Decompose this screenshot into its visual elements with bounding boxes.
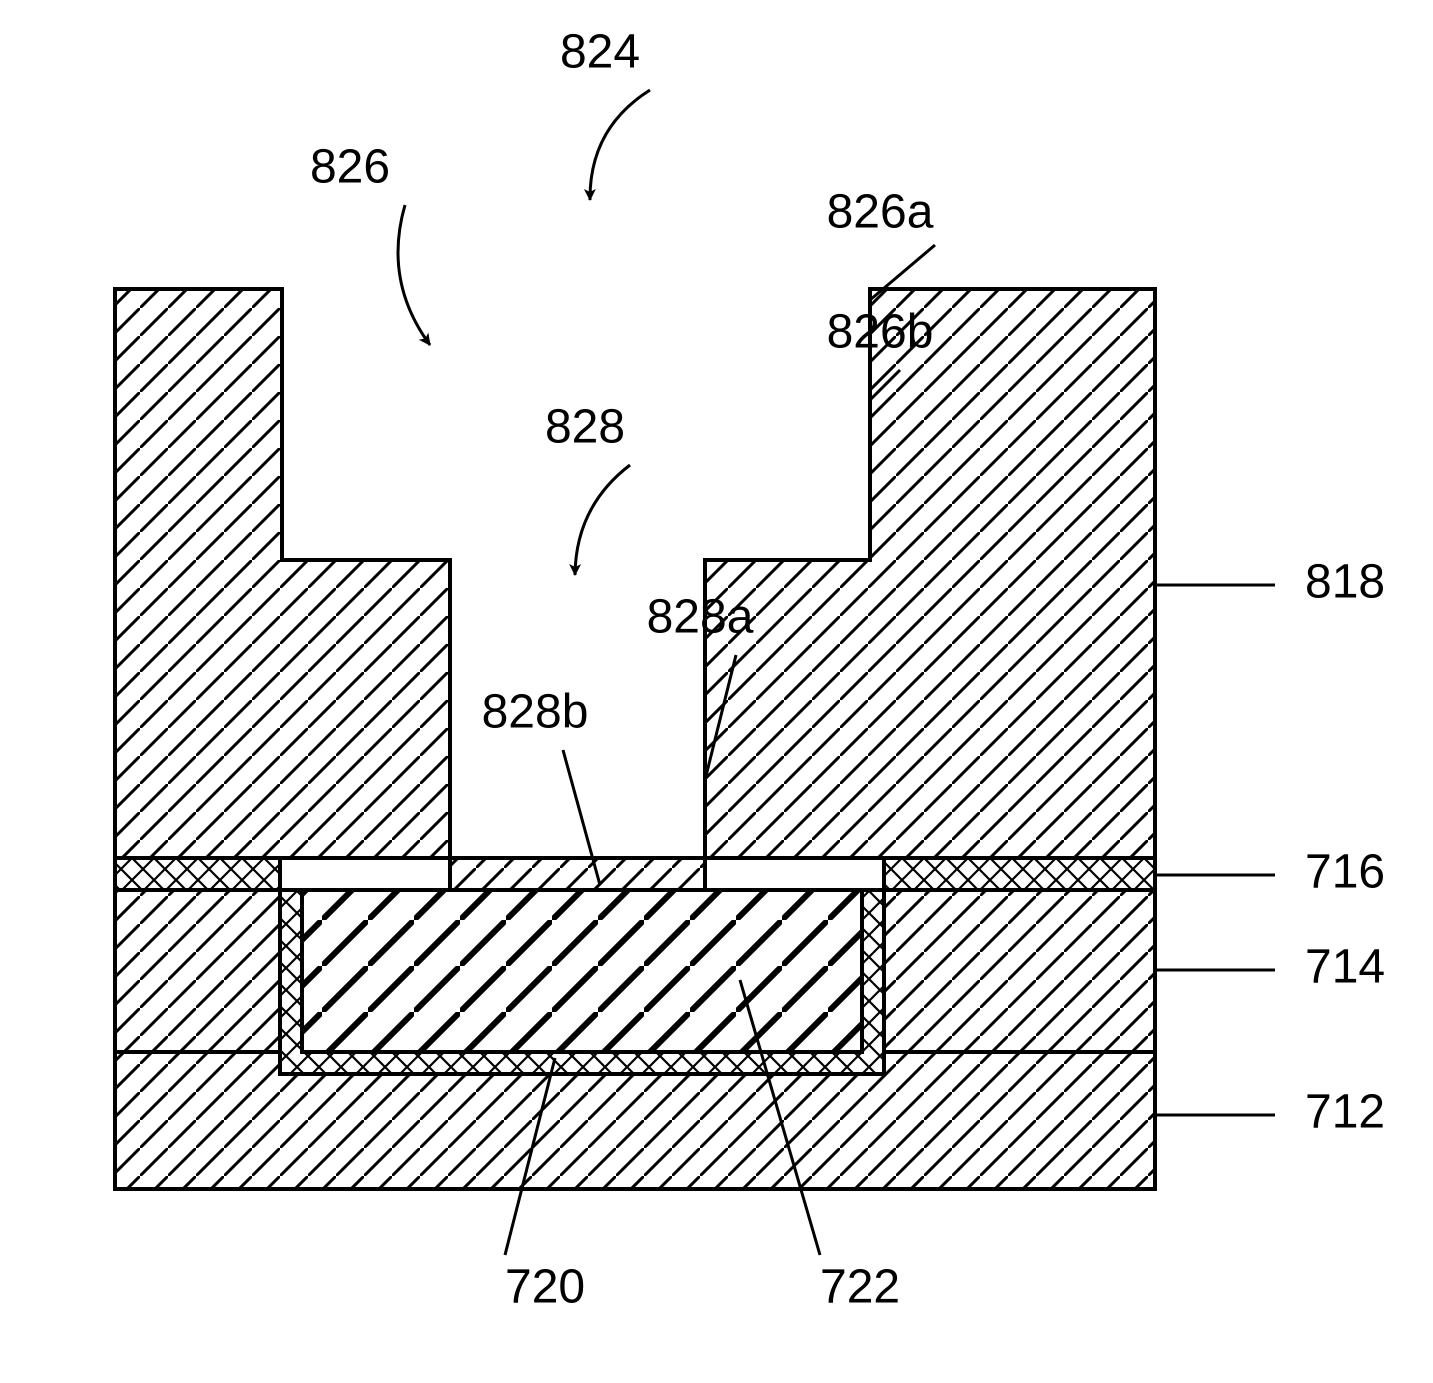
label-828: 828 <box>545 401 625 454</box>
arrow-824 <box>590 90 650 200</box>
label-720: 720 <box>505 1261 585 1314</box>
label-716: 716 <box>1305 846 1385 899</box>
label-828b: 828b <box>482 686 589 739</box>
label-826b: 826b <box>827 306 934 359</box>
label-826: 826 <box>310 141 390 194</box>
arrow-828 <box>575 465 630 575</box>
label-714: 714 <box>1305 941 1385 994</box>
label-818: 818 <box>1305 556 1385 609</box>
label-828a: 828a <box>647 591 754 644</box>
patent-cross-section: 824 826 826a 826b 828 828a 828b 818 716 714 712 720… <box>0 0 1433 1383</box>
label-826a: 826a <box>827 186 934 239</box>
layer-818 <box>115 289 1155 890</box>
layer-716-left <box>115 858 280 890</box>
metal-722 <box>302 890 862 1052</box>
arrow-826 <box>398 205 430 345</box>
label-722: 722 <box>820 1261 900 1314</box>
label-824: 824 <box>560 26 640 79</box>
layer-716-right <box>884 858 1155 890</box>
label-712: 712 <box>1305 1086 1385 1139</box>
